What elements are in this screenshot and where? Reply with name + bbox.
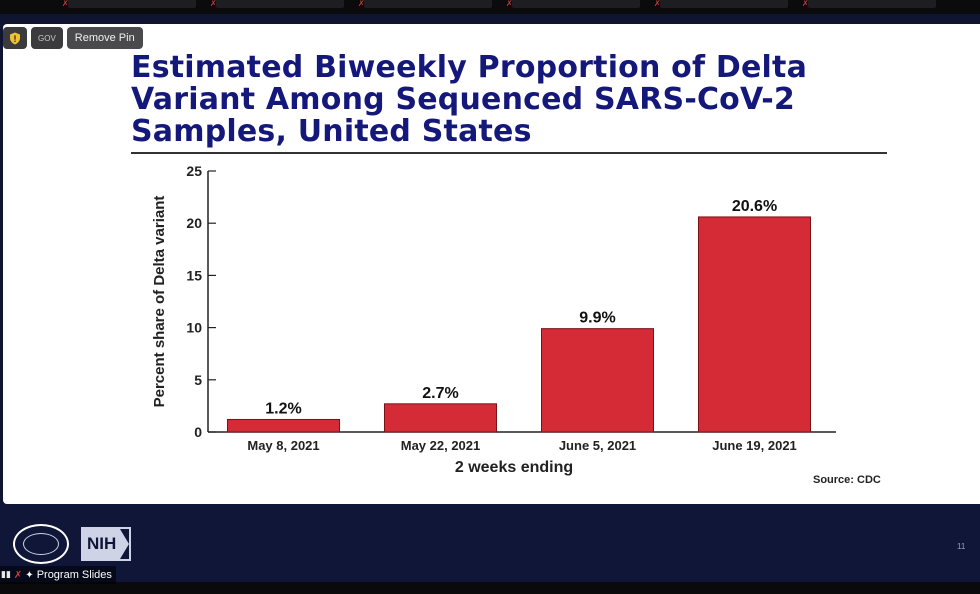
chart-bars <box>227 216 811 433</box>
x-axis-label: 2 weeks ending <box>455 459 573 476</box>
participant-name: Program Slides <box>36 569 112 581</box>
y-tick-label: 15 <box>186 267 202 283</box>
participant-tile-strip: ✗ ✗ ✗ ✗ ✗ ✗ <box>0 0 980 14</box>
x-tick-label: June 5, 2021 <box>559 438 636 453</box>
window-bottom-edge <box>0 582 980 594</box>
pin-controls: GOV Remove Pin <box>3 27 143 49</box>
slide-title-line: Variant Among Sequenced SARS-CoV-2 <box>131 82 795 117</box>
mic-off-icon: ✗ <box>358 0 365 8</box>
bar-chart: 0 5 10 15 20 25 Percent share of Delta varian… <box>151 163 836 476</box>
bar-4 <box>698 216 811 433</box>
nih-logo: NIH <box>81 527 131 561</box>
data-label: 9.9% <box>579 310 615 327</box>
bar-2 <box>384 403 497 433</box>
participant-tile[interactable]: ✗ <box>210 0 344 8</box>
mic-off-icon: ✗ <box>210 0 217 8</box>
y-axis-label: Percent share of Delta variant <box>151 196 168 408</box>
bar-1 <box>227 418 340 433</box>
mic-off-icon: ✗ <box>802 0 809 8</box>
data-label: 1.2% <box>265 400 301 417</box>
participant-tile[interactable]: ✗ <box>358 0 492 8</box>
bar-3 <box>541 328 654 433</box>
y-tick-label: 10 <box>186 320 202 336</box>
source-note: Source: CDC <box>813 474 881 486</box>
mic-off-icon: ✗ <box>13 569 23 581</box>
shield-icon <box>10 32 20 44</box>
participant-tile[interactable]: ✗ <box>654 0 788 8</box>
y-tick-label: 5 <box>194 372 202 388</box>
participant-tile[interactable]: ✗ <box>62 0 196 8</box>
slide-number: 11 <box>957 542 966 551</box>
y-tick-label: 25 <box>186 163 202 179</box>
participant-tile[interactable]: ✗ <box>506 0 640 8</box>
y-tick-label: 0 <box>194 424 202 440</box>
title-divider <box>131 152 887 154</box>
security-shield-button[interactable] <box>3 27 27 49</box>
x-tick-label: May 8, 2021 <box>247 438 319 453</box>
white-house-seal-logo <box>13 524 69 564</box>
seal-emblem <box>23 533 59 555</box>
y-tick-label: 20 <box>186 215 202 231</box>
remove-pin-button[interactable]: Remove Pin <box>66 27 143 49</box>
slide-title: Estimated Biweekly Proportion of Delta V… <box>131 52 891 148</box>
data-label: 20.6% <box>732 198 777 215</box>
nih-logo-text: NIH <box>83 529 121 559</box>
data-label: 2.7% <box>422 385 458 402</box>
signal-icon: ▮▮ <box>1 570 11 580</box>
slide-footer <box>0 504 980 582</box>
participant-name-tag: ▮▮ ✗ ✦ Program Slides <box>0 566 116 584</box>
gov-badge[interactable]: GOV <box>31 27 63 49</box>
slide-title-line: Estimated Biweekly Proportion of Delta <box>131 50 808 85</box>
slide-title-line: Samples, United States <box>131 114 532 149</box>
mic-off-icon: ✗ <box>62 0 69 8</box>
pin-icon: ✦ <box>25 569 34 581</box>
mic-off-icon: ✗ <box>506 0 513 8</box>
chart-labels: Percent share of Delta variant 1.2% May 8,… <box>151 196 797 476</box>
participant-tile[interactable]: ✗ <box>802 0 936 8</box>
nih-logo-arrow <box>120 529 130 559</box>
x-tick-label: June 19, 2021 <box>712 438 797 453</box>
mic-off-icon: ✗ <box>654 0 661 8</box>
x-tick-label: May 22, 2021 <box>401 438 481 453</box>
